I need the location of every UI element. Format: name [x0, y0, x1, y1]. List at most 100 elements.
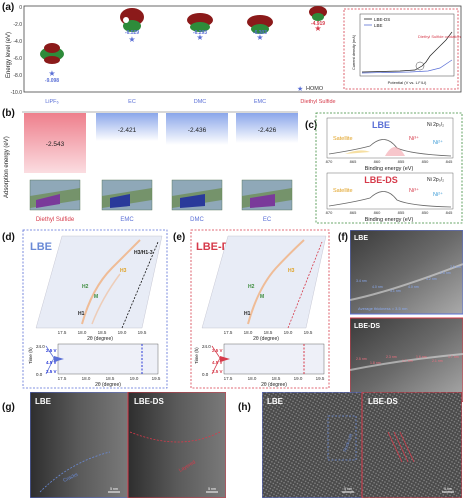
f-lbe-m2: 3.1 nm — [390, 289, 401, 293]
f-lbeds-m6: 1.7 nm — [448, 355, 459, 359]
panel-b-chart: -2.543 -2.421 -2.436 -2.426 Diethyl Sulf… — [22, 111, 298, 223]
e-xtick-top-0: 17.5 — [224, 330, 233, 335]
homo-star-lipf6: ★ — [48, 69, 55, 78]
e-xtick-3: 19.0 — [294, 376, 303, 381]
d-time-label: Time (h) — [28, 347, 33, 364]
d-xtick-top-3: 19.0 — [118, 330, 127, 335]
homo-star-emc: ★ — [256, 33, 263, 42]
c-xtick-4: 850 — [422, 159, 429, 164]
panel-a-tag: (a) — [2, 2, 15, 13]
orbital-lipf6 — [40, 43, 64, 64]
panel-f-tag: (f) — [338, 232, 348, 243]
f-caption-lbe: Average thickness = 3.5 nm — [358, 306, 408, 311]
inset-legend-lbe: LBE — [374, 23, 383, 28]
e-xtick-2: 18.5 — [272, 376, 281, 381]
g-scale-lbe: 5 nm — [110, 487, 118, 491]
h-scale-lbeds: 5 nm — [444, 487, 452, 491]
c-xlabel-top: Binding energy (eV) — [365, 166, 414, 172]
c-xtick-b4: 850 — [422, 210, 429, 215]
d-phase-h3: H3 — [120, 268, 127, 274]
g-title-lbe: LBE — [35, 397, 52, 406]
inset-legend-lbeds: LBE-DS — [374, 17, 390, 22]
d-voltage-1: 4.5 V — [46, 360, 57, 365]
e-voltage-1: 4.5 V — [212, 360, 223, 365]
f-lbe-m5: 2.5 nm — [440, 271, 451, 275]
mol-label-dmc: DMC — [194, 99, 207, 105]
c-xlabel-bottom: Binding energy (eV) — [365, 217, 414, 223]
bar-ec — [236, 113, 298, 143]
e-xlabel: 2θ (degree) — [261, 382, 287, 388]
f-lbe-m1: 4.0 nm — [372, 285, 383, 289]
d-xtick-3: 19.0 — [130, 376, 139, 381]
d-voltage-0: 2.5 V — [46, 348, 57, 353]
d-time-bottom: 0.0 — [36, 372, 43, 377]
homo-star-ds: ★ — [314, 24, 321, 33]
bar-label-ds: Diethyl Sulfide — [36, 217, 75, 223]
homo-value-ec: -6.529 — [125, 30, 139, 36]
a-ytick-0: 0 — [19, 5, 22, 11]
panel-a-chart: 0 -2.0 -4.0 -6.0 -8.0 -10.0 ★ ★ ★ ★ ★ -9… — [11, 5, 462, 105]
bar-value-ec: -2.426 — [258, 127, 277, 134]
f-lbeds-m1: 1.8 nm — [370, 361, 381, 365]
slab-dmc — [171, 179, 223, 211]
e-xtick-top-2: 18.5 — [264, 330, 273, 335]
panel-c-tag: (c) — [305, 120, 318, 131]
e-xtick-top-3: 19.0 — [284, 330, 293, 335]
bar-label-dmc: DMC — [190, 217, 204, 223]
panel-h-tag: (h) — [238, 402, 251, 413]
c-ni2-lbe: Ni²⁺ — [433, 139, 443, 146]
d-time-top: 24.0 — [36, 344, 45, 349]
e-phase-m: M — [260, 294, 264, 300]
c-xtick-b0: 870 — [326, 210, 333, 215]
e-time-label: Time (h) — [194, 347, 199, 364]
panel-h-images: LBE LBE-DS Rock-salt 5 nm 5 nm — [262, 392, 462, 498]
panel-c-chart: LBE Ni 2p₃/₂ Satellite Ni³⁺ Ni²⁺ 870 865… — [315, 112, 463, 224]
panel-g-images: LBE LBE-DS Cracks Layered 5 nm 5 nm — [30, 392, 226, 498]
d-xtick-top-2: 18.5 — [98, 330, 107, 335]
mol-label-ds: Diethyl Sulfide — [300, 99, 335, 105]
bar-value-dmc: -2.436 — [188, 127, 207, 134]
panel-d-chart: LBE H2 M H1 H3/H1-3 H3 17.5 18.0 18.5 19… — [22, 229, 168, 389]
bar-dmc — [166, 113, 228, 145]
d-voltage-2: 2.5 V — [46, 369, 57, 374]
slab-ds — [29, 179, 81, 211]
a-ytick-5: -10.0 — [11, 90, 23, 96]
slab-ec — [241, 179, 293, 211]
inset-box — [343, 8, 459, 90]
c-xtick-5: 845 — [446, 159, 453, 164]
d-phase-h2: H2 — [82, 284, 89, 290]
f-title-lbe: LBE — [354, 235, 368, 242]
e-voltage-2: 2.5 V — [212, 369, 223, 374]
c-xtick-b2: 860 — [374, 210, 381, 215]
panel-b-tag: (b) — [2, 108, 15, 119]
homo-value-lipf6: -9.098 — [45, 78, 59, 84]
f-lbe-m6: 2.5 nm — [450, 265, 461, 269]
c-xtick-b1: 865 — [350, 210, 357, 215]
panel-e-chart: LBE-DS H2 M H1 H3 17.5 18.0 18.5 19.0 19… — [190, 229, 330, 389]
f-lbeds-m4: 1.6 nm — [416, 355, 427, 359]
f-lbe-m3: 4.0 nm — [408, 285, 419, 289]
c-ni-lbe: Ni 2p₃/₂ — [427, 122, 444, 128]
f-lbe-m0: 3.4 nm — [356, 279, 367, 283]
d-xtick-top-0: 17.5 — [58, 330, 67, 335]
e-phase-h3: H3 — [288, 268, 295, 274]
mol-label-ec: EC — [128, 99, 136, 105]
orbital-ds — [309, 6, 327, 21]
d-xlabel: 2θ (degree) — [95, 382, 121, 388]
panel-e-tag: (e) — [173, 232, 186, 243]
e-xtick-0: 17.5 — [224, 376, 233, 381]
inset-xlabel: Potential (V vs. Li⁺/Li) — [388, 80, 427, 85]
f-title-lbeds: LBE-DS — [354, 323, 380, 330]
orbital-emc — [247, 15, 273, 34]
d-xtick-4: 19.5 — [152, 376, 161, 381]
orbital-dmc — [187, 13, 213, 32]
e-xtick-top-4: 19.5 — [304, 330, 313, 335]
c-xtick-1: 865 — [350, 159, 357, 164]
f-lbe-m4: 4.2 nm — [426, 277, 437, 281]
panel-f-images: LBE 3.4 nm 4.0 nm 3.1 nm 4.0 nm 4.2 nm 2… — [350, 230, 463, 402]
e-time-bottom: 0.0 — [202, 372, 209, 377]
c-ni2-lbeds: Ni²⁺ — [433, 191, 443, 198]
c-ni3-lbe: Ni³⁺ — [409, 135, 419, 142]
f-lbeds-m3: 1.7 nm — [402, 359, 413, 363]
c-sat-lbeds: Satellite — [333, 188, 353, 194]
